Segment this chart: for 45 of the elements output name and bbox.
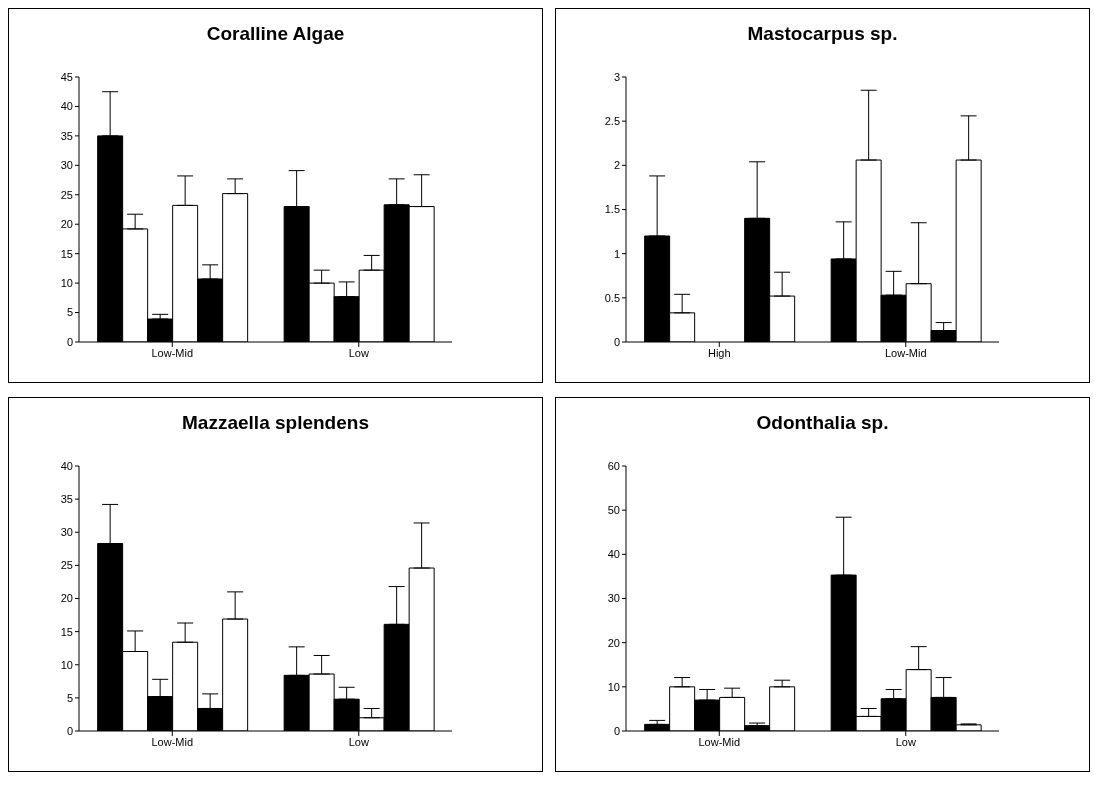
- x-tick-label: Low: [348, 346, 369, 359]
- y-tick-label: 3: [613, 70, 620, 83]
- y-tick-label: 0.5: [604, 291, 620, 304]
- y-tick-label: 25: [60, 559, 73, 572]
- x-tick-label: Low-Mid: [884, 346, 927, 359]
- y-tick-label: 5: [66, 691, 73, 704]
- y-tick-label: 25: [60, 188, 73, 201]
- y-tick-label: 20: [607, 636, 620, 649]
- y-tick-label: 15: [60, 625, 73, 638]
- y-tick-label: 40: [60, 459, 73, 472]
- y-tick-label: 20: [60, 218, 73, 231]
- x-tick-label: Low: [895, 735, 916, 748]
- y-tick-label: 30: [60, 526, 73, 539]
- y-tick-label: 0: [66, 335, 73, 348]
- y-tick-label: 0: [613, 335, 620, 348]
- x-tick-label: Low: [348, 735, 369, 748]
- y-tick-label: 45: [60, 70, 73, 83]
- x-tick-label: Low-Mid: [698, 735, 741, 748]
- y-tick-label: 15: [60, 247, 73, 260]
- x-tick-label: Low-Mid: [151, 346, 194, 359]
- x-tick-label: High: [707, 346, 731, 359]
- y-tick-label: 1.5: [604, 203, 620, 216]
- chart-title: Mastocarpus sp.: [746, 22, 899, 46]
- chart-title: Odonthalia sp.: [755, 411, 890, 435]
- y-tick-label: 40: [60, 100, 73, 113]
- y-tick-label: 0: [66, 724, 73, 737]
- y-tick-label: 10: [60, 277, 73, 290]
- chart-title: Mazzaella splendens: [181, 411, 370, 435]
- y-tick-label: 35: [60, 493, 73, 506]
- y-tick-label: 0: [613, 724, 620, 737]
- y-tick-label: 60: [607, 459, 620, 472]
- y-tick-label: 40: [607, 548, 620, 561]
- chart-title: Coralline Algae: [205, 22, 346, 46]
- y-tick-label: 1: [613, 247, 620, 260]
- y-tick-label: 20: [60, 592, 73, 605]
- x-tick-label: Low-Mid: [151, 735, 194, 748]
- y-tick-label: 10: [60, 658, 73, 671]
- y-tick-label: 5: [66, 306, 73, 319]
- y-tick-label: 50: [607, 504, 620, 517]
- y-tick-label: 2: [613, 159, 620, 172]
- y-tick-label: 30: [60, 159, 73, 172]
- y-tick-label: 30: [607, 592, 620, 605]
- y-tick-label: 35: [60, 129, 73, 142]
- y-tick-label: 10: [607, 680, 620, 693]
- y-tick-label: 2.5: [604, 115, 620, 128]
